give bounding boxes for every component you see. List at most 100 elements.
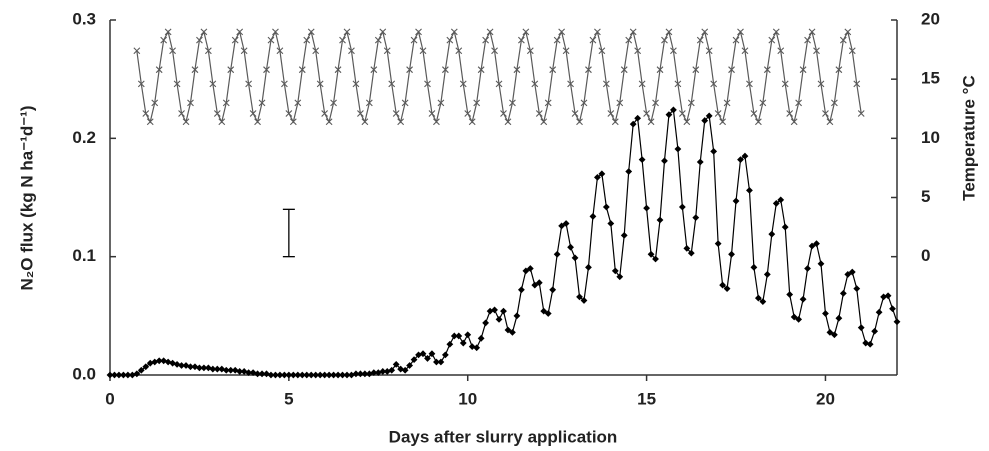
cross-marker (464, 110, 472, 117)
x-tick-label: 0 (105, 389, 114, 408)
cross-marker (370, 66, 378, 74)
y2-tick-label: 0 (921, 246, 930, 265)
cross-marker (410, 36, 418, 44)
cross-marker (692, 66, 700, 74)
cross-marker (817, 80, 825, 88)
diamond-marker (830, 331, 838, 339)
cross-marker (495, 80, 503, 88)
diamond-marker (272, 371, 279, 379)
diamond-marker (544, 310, 552, 317)
diamond-marker (307, 371, 315, 379)
y-tick-label: 0.1 (72, 246, 96, 265)
diamond-marker (504, 326, 512, 334)
cross-marker (482, 36, 490, 44)
cross-marker (160, 36, 168, 44)
cross-marker (298, 66, 306, 74)
cross-marker (513, 66, 521, 74)
diamond-marker (137, 366, 145, 374)
diamond-marker (419, 350, 427, 358)
cross-marker (652, 99, 659, 107)
cross-marker (249, 110, 257, 117)
diamond-marker (446, 340, 454, 348)
diamond-marker (853, 285, 861, 293)
diamond-marker (111, 371, 118, 379)
y2-tick-label: 10 (921, 128, 940, 147)
diamond-marker (750, 263, 758, 271)
cross-marker (191, 66, 199, 74)
y-tick-label: 0.0 (72, 364, 96, 383)
cross-marker (303, 36, 311, 44)
cross-marker (133, 47, 141, 55)
diamond-marker (437, 358, 445, 366)
cross-marker (424, 80, 431, 88)
diamond-marker (267, 371, 275, 379)
cross-marker (674, 80, 682, 88)
cross-marker (169, 47, 176, 55)
diamond-marker (884, 292, 892, 300)
cross-marker (526, 47, 534, 55)
diamond-marker (634, 114, 642, 122)
cross-marker (831, 99, 838, 107)
cross-marker (419, 47, 427, 55)
cross-marker (781, 80, 789, 88)
cross-marker (678, 110, 686, 117)
cross-marker (285, 110, 293, 117)
cross-marker (705, 47, 713, 55)
cross-marker (468, 118, 476, 126)
diamond-marker (464, 331, 472, 339)
cross-marker (281, 80, 288, 88)
cross-marker (227, 66, 235, 74)
cross-marker (687, 99, 695, 107)
cross-marker (790, 118, 798, 126)
diamond-marker (558, 222, 566, 230)
diamond-marker (683, 244, 691, 252)
y2-axis-label: Temperature °C (959, 75, 978, 201)
diamond-marker (200, 364, 208, 372)
cross-marker (352, 80, 360, 88)
diamond-marker (209, 365, 217, 373)
diamond-marker (133, 370, 141, 378)
cross-marker (383, 47, 391, 55)
diamond-marker (491, 306, 498, 314)
diamond-marker (187, 363, 194, 371)
diamond-marker (392, 360, 400, 368)
diamond-marker (616, 273, 624, 281)
diamond-marker (535, 279, 543, 287)
cross-marker (553, 36, 561, 44)
diamond-marker (106, 371, 114, 379)
diamond-marker (500, 307, 507, 315)
diamond-marker (401, 366, 409, 374)
cross-marker (723, 99, 731, 107)
diamond-marker (692, 214, 700, 222)
diamond-marker (647, 250, 655, 258)
diamond-marker (571, 254, 579, 262)
diamond-marker (330, 371, 337, 379)
diamond-marker (629, 120, 637, 128)
cross-marker (231, 36, 239, 44)
cross-marker (263, 66, 270, 74)
diamond-marker (276, 371, 284, 379)
diamond-marker (728, 250, 735, 258)
diamond-marker (482, 319, 490, 327)
diamond-marker (213, 365, 221, 373)
diamond-marker (280, 371, 288, 379)
cross-marker (218, 118, 226, 126)
cross-marker (839, 36, 847, 44)
diamond-marker (759, 298, 767, 306)
cross-marker (607, 110, 615, 117)
diamond-marker (352, 370, 360, 378)
diamond-marker (844, 271, 852, 278)
cross-marker (446, 36, 454, 44)
diamond-marker (388, 366, 396, 374)
cross-marker (491, 47, 498, 55)
diamond-marker (813, 240, 820, 248)
cross-marker (473, 99, 481, 107)
diamond-marker (799, 295, 807, 303)
diamond-marker (857, 324, 865, 332)
cross-marker (661, 36, 668, 44)
diamond-marker (786, 291, 794, 298)
cross-marker (245, 80, 253, 88)
diamond-marker (741, 152, 749, 160)
cross-marker (441, 66, 449, 74)
x-axis-label: Days after slurry application (389, 427, 618, 446)
